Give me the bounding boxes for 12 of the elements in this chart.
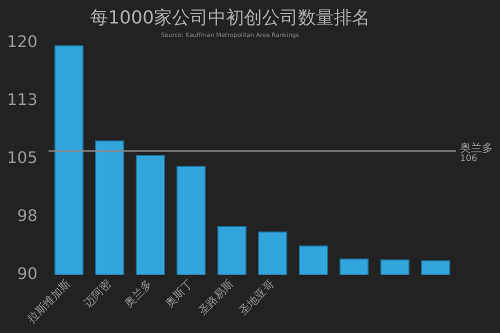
y-tick-label: 120 <box>6 32 38 51</box>
x-tick-label: 圣地亚哥 <box>236 277 277 318</box>
y-tick-label: 90 <box>17 264 38 283</box>
ref-line-label: 奥兰多 106 <box>460 141 493 164</box>
x-tick-label: 圣路易斯 <box>196 277 236 318</box>
y-tick-label: 113 <box>6 90 38 109</box>
chart-title: 每1000家公司中初创公司数量排名 <box>90 7 370 28</box>
x-tick-label: 迈阿密 <box>81 277 114 310</box>
y-tick-label: 105 <box>6 148 38 167</box>
x-tick-label: 奥斯丁 <box>162 277 196 310</box>
x-tick-label: 奥兰多 <box>122 277 155 310</box>
y-tick-label: 98 <box>17 206 38 225</box>
